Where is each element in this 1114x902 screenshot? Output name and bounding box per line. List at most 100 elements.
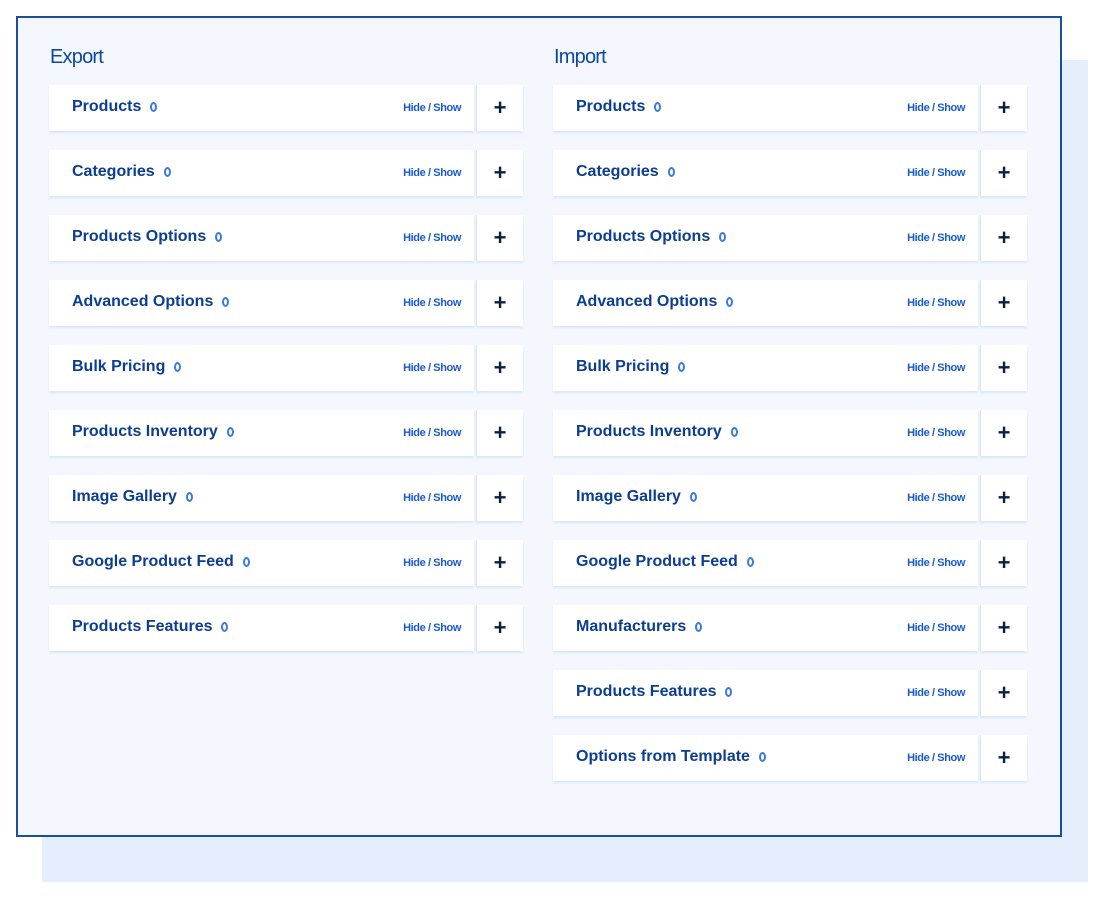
row-header[interactable]: Bulk Pricing Hide / Show [49, 345, 474, 391]
row-label: Options from Template [576, 748, 766, 766]
expand-button[interactable]: + [980, 410, 1027, 456]
info-icon[interactable] [226, 427, 234, 437]
info-icon[interactable] [758, 752, 766, 762]
info-icon[interactable] [725, 687, 733, 697]
row-header[interactable]: Advanced Options Hide / Show [49, 280, 474, 326]
expand-button[interactable]: + [476, 280, 523, 326]
row-header[interactable]: Products Hide / Show [553, 85, 978, 131]
hide-show-link[interactable]: Hide / Show [403, 362, 461, 374]
hide-show-link[interactable]: Hide / Show [403, 167, 461, 179]
expand-button[interactable]: + [980, 475, 1027, 521]
info-icon[interactable] [215, 232, 223, 242]
info-icon[interactable] [689, 492, 697, 502]
row-header[interactable]: Products Hide / Show [49, 85, 474, 131]
info-icon[interactable] [667, 167, 675, 177]
hide-show-link[interactable]: Hide / Show [907, 492, 965, 504]
expand-button[interactable]: + [476, 475, 523, 521]
row-header[interactable]: Options from Template Hide / Show [553, 735, 978, 781]
hide-show-link[interactable]: Hide / Show [907, 232, 965, 244]
expand-button[interactable]: + [980, 150, 1027, 196]
expand-button[interactable]: + [980, 280, 1027, 326]
row-label: Categories [576, 163, 675, 181]
hide-show-link[interactable]: Hide / Show [403, 102, 461, 114]
row-label-text: Products [576, 98, 646, 115]
row-label-text: Options from Template [576, 748, 750, 765]
export-row: Products Hide / Show + [49, 85, 523, 131]
info-icon[interactable] [150, 102, 158, 112]
row-label-text: Advanced Options [576, 293, 718, 310]
row-header[interactable]: Products Inventory Hide / Show [553, 410, 978, 456]
row-header[interactable]: Image Gallery Hide / Show [553, 475, 978, 521]
row-header[interactable]: Products Features Hide / Show [553, 670, 978, 716]
expand-button[interactable]: + [476, 345, 523, 391]
plus-icon: + [997, 160, 1011, 185]
row-header[interactable]: Categories Hide / Show [49, 150, 474, 196]
hide-show-link[interactable]: Hide / Show [907, 362, 965, 374]
hide-show-link[interactable]: Hide / Show [403, 232, 461, 244]
info-icon[interactable] [163, 167, 171, 177]
row-header[interactable]: Products Options Hide / Show [553, 215, 978, 261]
hide-show-link[interactable]: Hide / Show [907, 687, 965, 699]
info-icon[interactable] [726, 297, 734, 307]
expand-button[interactable]: + [980, 670, 1027, 716]
hide-show-link[interactable]: Hide / Show [907, 297, 965, 309]
row-label: Products Features [72, 618, 229, 636]
row-label: Products Inventory [576, 423, 738, 441]
info-icon[interactable] [695, 622, 703, 632]
info-icon[interactable] [174, 362, 182, 372]
row-label: Advanced Options [576, 293, 734, 311]
hide-show-link[interactable]: Hide / Show [907, 752, 965, 764]
info-icon[interactable] [222, 297, 230, 307]
expand-button[interactable]: + [980, 540, 1027, 586]
info-icon[interactable] [654, 102, 662, 112]
hide-show-link[interactable]: Hide / Show [403, 622, 461, 634]
import-row: Products Inventory Hide / Show + [553, 410, 1027, 456]
hide-show-link[interactable]: Hide / Show [403, 427, 461, 439]
expand-button[interactable]: + [476, 605, 523, 651]
info-icon[interactable] [242, 557, 250, 567]
expand-button[interactable]: + [980, 735, 1027, 781]
hide-show-link[interactable]: Hide / Show [403, 297, 461, 309]
row-header[interactable]: Advanced Options Hide / Show [553, 280, 978, 326]
hide-show-link[interactable]: Hide / Show [907, 167, 965, 179]
row-header[interactable]: Products Options Hide / Show [49, 215, 474, 261]
hide-show-link[interactable]: Hide / Show [907, 427, 965, 439]
info-icon[interactable] [221, 622, 229, 632]
hide-show-link[interactable]: Hide / Show [403, 557, 461, 569]
row-header[interactable]: Bulk Pricing Hide / Show [553, 345, 978, 391]
plus-icon: + [997, 225, 1011, 250]
row-label: Google Product Feed [576, 553, 754, 571]
row-header[interactable]: Categories Hide / Show [553, 150, 978, 196]
hide-show-link[interactable]: Hide / Show [403, 492, 461, 504]
row-header[interactable]: Image Gallery Hide / Show [49, 475, 474, 521]
info-icon[interactable] [185, 492, 193, 502]
row-header[interactable]: Google Product Feed Hide / Show [49, 540, 474, 586]
info-icon[interactable] [678, 362, 686, 372]
hide-show-link[interactable]: Hide / Show [907, 622, 965, 634]
info-icon[interactable] [730, 427, 738, 437]
expand-button[interactable]: + [980, 215, 1027, 261]
row-header[interactable]: Manufacturers Hide / Show [553, 605, 978, 651]
import-title: Import [554, 46, 607, 68]
plus-icon: + [997, 355, 1011, 380]
row-header[interactable]: Google Product Feed Hide / Show [553, 540, 978, 586]
export-row: Image Gallery Hide / Show + [49, 475, 523, 521]
info-icon[interactable] [746, 557, 754, 567]
expand-button[interactable]: + [476, 150, 523, 196]
hide-show-link[interactable]: Hide / Show [907, 102, 965, 114]
expand-button[interactable]: + [980, 605, 1027, 651]
row-label: Manufacturers [576, 618, 703, 636]
expand-button[interactable]: + [980, 345, 1027, 391]
row-header[interactable]: Products Features Hide / Show [49, 605, 474, 651]
row-label-text: Bulk Pricing [576, 358, 670, 375]
expand-button[interactable]: + [476, 540, 523, 586]
info-icon[interactable] [719, 232, 727, 242]
expand-button[interactable]: + [476, 410, 523, 456]
expand-button[interactable]: + [476, 215, 523, 261]
hide-show-link[interactable]: Hide / Show [907, 557, 965, 569]
expand-button[interactable]: + [476, 85, 523, 131]
row-label-text: Bulk Pricing [72, 358, 166, 375]
plus-icon: + [997, 745, 1011, 770]
row-header[interactable]: Products Inventory Hide / Show [49, 410, 474, 456]
expand-button[interactable]: + [980, 85, 1027, 131]
